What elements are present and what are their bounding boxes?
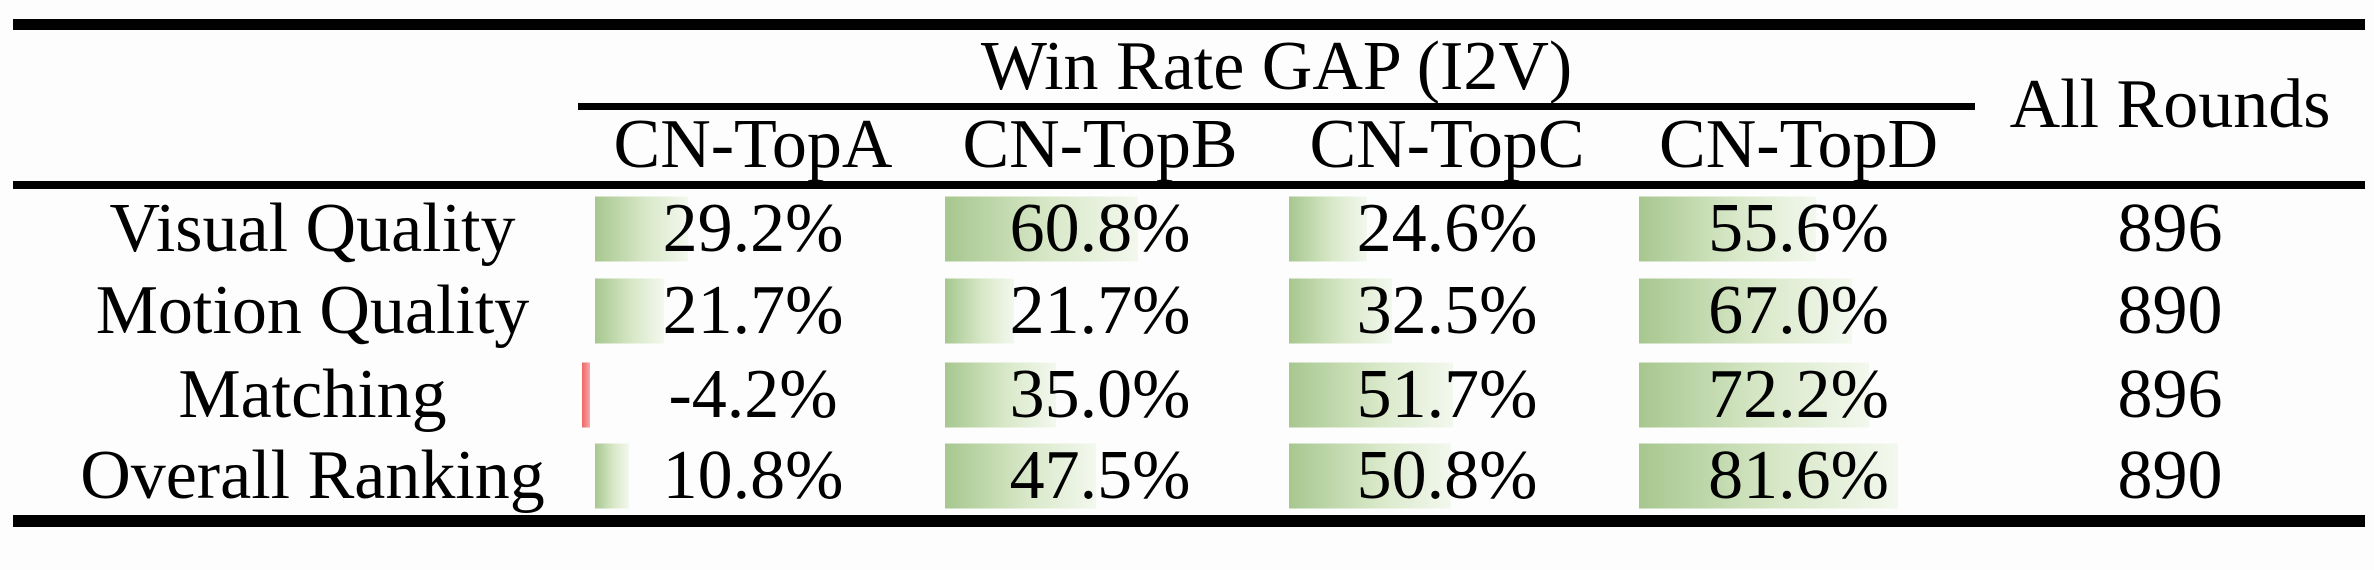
all-rounds-value: 890 — [2117, 271, 2223, 349]
row-label: Motion Quality — [95, 271, 530, 349]
data-bar — [1289, 196, 1367, 261]
data-bar — [945, 362, 1056, 427]
win-rate-cell: -4.2% — [578, 353, 928, 437]
table-row-matching: Matching -4.2% 35.0% 51.7% 72.2% 896 — [13, 353, 2365, 437]
win-rate-value: 51.7% — [1356, 355, 1538, 433]
win-rate-value: 67.0% — [1708, 271, 1889, 349]
win-rate-value: 60.8% — [1009, 189, 1191, 267]
win-rate-value: 29.2% — [662, 189, 844, 267]
win-rate-value: 10.8% — [662, 436, 844, 514]
data-bar — [1289, 443, 1451, 508]
column-header-cn-topb: CN-TopB — [928, 106, 1272, 189]
win-rate-gap-table: Win Rate GAP (I2V) All Rounds CN-TopA CN… — [13, 19, 2366, 527]
data-bar — [945, 278, 1014, 343]
win-rate-cell: 55.6% — [1622, 185, 1975, 269]
data-bar — [582, 362, 590, 427]
all-rounds-value: 896 — [2117, 189, 2223, 267]
group-header-row: Win Rate GAP (I2V) All Rounds — [13, 24, 2366, 189]
win-rate-cell: 47.5% — [928, 437, 1272, 521]
win-rate-value: 21.7% — [1009, 271, 1191, 349]
win-rate-value: 47.5% — [1009, 436, 1191, 514]
win-rate-cell: 21.7% — [928, 269, 1272, 353]
column-header-cn-topd: CN-TopD — [1622, 106, 1976, 189]
row-label: Visual Quality — [109, 189, 516, 267]
row-label-column-header-empty — [13, 24, 578, 189]
win-rate-value: 55.6% — [1708, 189, 1889, 267]
table-row-motion-quality: Motion Quality 21.7% 21.7% 32.5% 67.0% 8… — [13, 269, 2365, 353]
data-bar — [945, 443, 1096, 508]
win-rate-value: 50.8% — [1356, 436, 1538, 514]
all-rounds-column-header: All Rounds — [1975, 24, 2366, 189]
win-rate-cell: 35.0% — [928, 353, 1272, 437]
data-bar — [1289, 278, 1392, 343]
win-rate-cell: 67.0% — [1622, 269, 1975, 353]
all-rounds-value: 896 — [2117, 355, 2223, 433]
row-label: Matching — [178, 355, 447, 433]
data-bar — [945, 196, 1138, 261]
win-rate-cell: 32.5% — [1272, 269, 1622, 353]
data-bar — [1639, 362, 1869, 427]
data-bar — [595, 278, 664, 343]
win-rate-cell: 72.2% — [1622, 353, 1975, 437]
data-bar — [1639, 196, 1816, 261]
column-header-row: CN-TopA CN-TopB CN-TopC CN-TopD — [13, 106, 2365, 189]
win-rate-value: 32.5% — [1356, 271, 1538, 349]
win-rate-cell: 21.7% — [578, 269, 928, 353]
win-rate-cell: 81.6% — [1622, 437, 1975, 521]
win-rate-value: 35.0% — [1009, 355, 1191, 433]
win-rate-cell: 50.8% — [1272, 437, 1622, 521]
row-label: Overall Ranking — [80, 436, 545, 514]
win-rate-cell: 24.6% — [1272, 185, 1622, 269]
data-bar — [1639, 278, 1852, 343]
group-header-win-rate-gap: Win Rate GAP (I2V) — [578, 24, 1976, 110]
win-rate-value: 21.7% — [662, 271, 844, 349]
data-bar — [595, 196, 688, 261]
column-header-cn-topa: CN-TopA — [578, 106, 928, 189]
win-rate-value: 72.2% — [1708, 355, 1889, 433]
win-rate-value: -4.2% — [668, 355, 838, 433]
win-rate-cell: 51.7% — [1272, 353, 1622, 437]
all-rounds-value: 890 — [2117, 436, 2223, 514]
data-bar — [595, 443, 629, 508]
table-row-visual-quality: Visual Quality 29.2% 60.8% 24.6% 55.6% 8… — [13, 185, 2365, 269]
column-header-cn-topc: CN-TopC — [1272, 106, 1622, 189]
win-rate-cell: 29.2% — [578, 185, 928, 269]
data-bar — [1289, 362, 1453, 427]
win-rate-cell: 60.8% — [928, 185, 1272, 269]
table-row-overall-ranking: Overall Ranking 10.8% 47.5% 50.8% 81.6% … — [13, 437, 2365, 521]
win-rate-cell: 10.8% — [578, 437, 928, 521]
data-bar — [1639, 443, 1898, 508]
win-rate-value: 24.6% — [1356, 189, 1538, 267]
win-rate-value: 81.6% — [1708, 436, 1889, 514]
